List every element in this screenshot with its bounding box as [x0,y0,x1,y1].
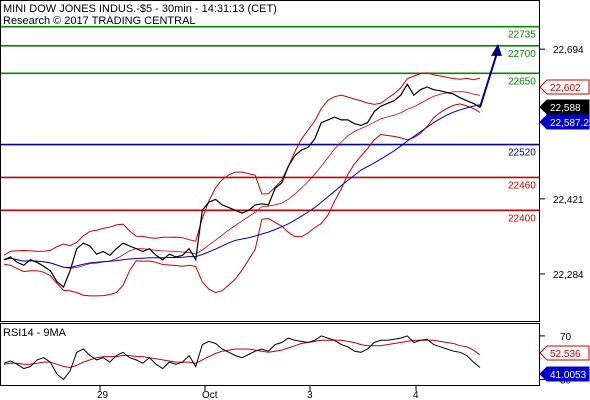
rsi-ma-line [3,339,481,369]
level-label-22460: 22460 [508,180,536,191]
forecast-arrow-shaft [479,52,498,108]
forecast-arrow-head [491,43,502,56]
price-tag-label: 52.536 [550,349,581,360]
rsi-y-tick-label: 70 [560,332,572,343]
x-tick-label: 29 [97,390,109,400]
price-series [3,83,481,289]
bollinger-middle-line [3,91,481,269]
level-label-22735: 22735 [508,30,536,41]
price-line [3,83,481,289]
bollinger-upper-line [3,72,481,256]
level-label-22700: 22700 [508,49,536,60]
price-tag-blue [539,114,590,130]
price-y-tick-label: 22,421 [553,195,584,206]
rsi-title: RSI14 - 9MA [3,327,67,339]
price-tag-label: 22,588 [550,103,581,114]
level-lines: 22735 22700 22650 22520 22460 22400 [1,25,539,224]
x-tick-label: 4 [413,390,419,400]
level-label-22650: 22650 [508,76,536,87]
price-tag-red [539,345,590,361]
price-tag-red [539,79,590,95]
rsi-series [3,335,481,381]
price-y-tick-label: 22,694 [553,45,584,56]
price-panel-frame [0,0,540,322]
price-tag-blue [539,366,590,382]
x-tick-label: Oct [202,390,218,400]
chart-header-line1: MINI DOW JONES INDUS.-$5 - 30min - 14:31… [3,3,277,15]
price-tag-label: 22,587.2 [550,118,589,129]
x-tick-label: 3 [307,390,313,400]
moving-average-line [3,104,481,269]
price-tag-label: 22,602 [550,83,581,94]
price-tags: 22,602 22,588 22,587.2 52.536 41.0053 [539,79,590,382]
price-y-tick-label: 22,284 [553,270,584,281]
bollinger-lower-line [3,103,481,297]
price-tag-black [539,99,590,115]
bollinger-bands [3,72,481,297]
forecast-arrow [479,43,502,108]
price-tag-label: 41.0053 [550,370,587,381]
rsi-line [3,335,481,381]
level-label-22520: 22520 [508,148,536,159]
chart-header-line2: Research © 2017 TRADING CENTRAL [3,15,196,27]
level-label-22400: 22400 [508,213,536,224]
rsi-panel-frame [0,323,540,386]
